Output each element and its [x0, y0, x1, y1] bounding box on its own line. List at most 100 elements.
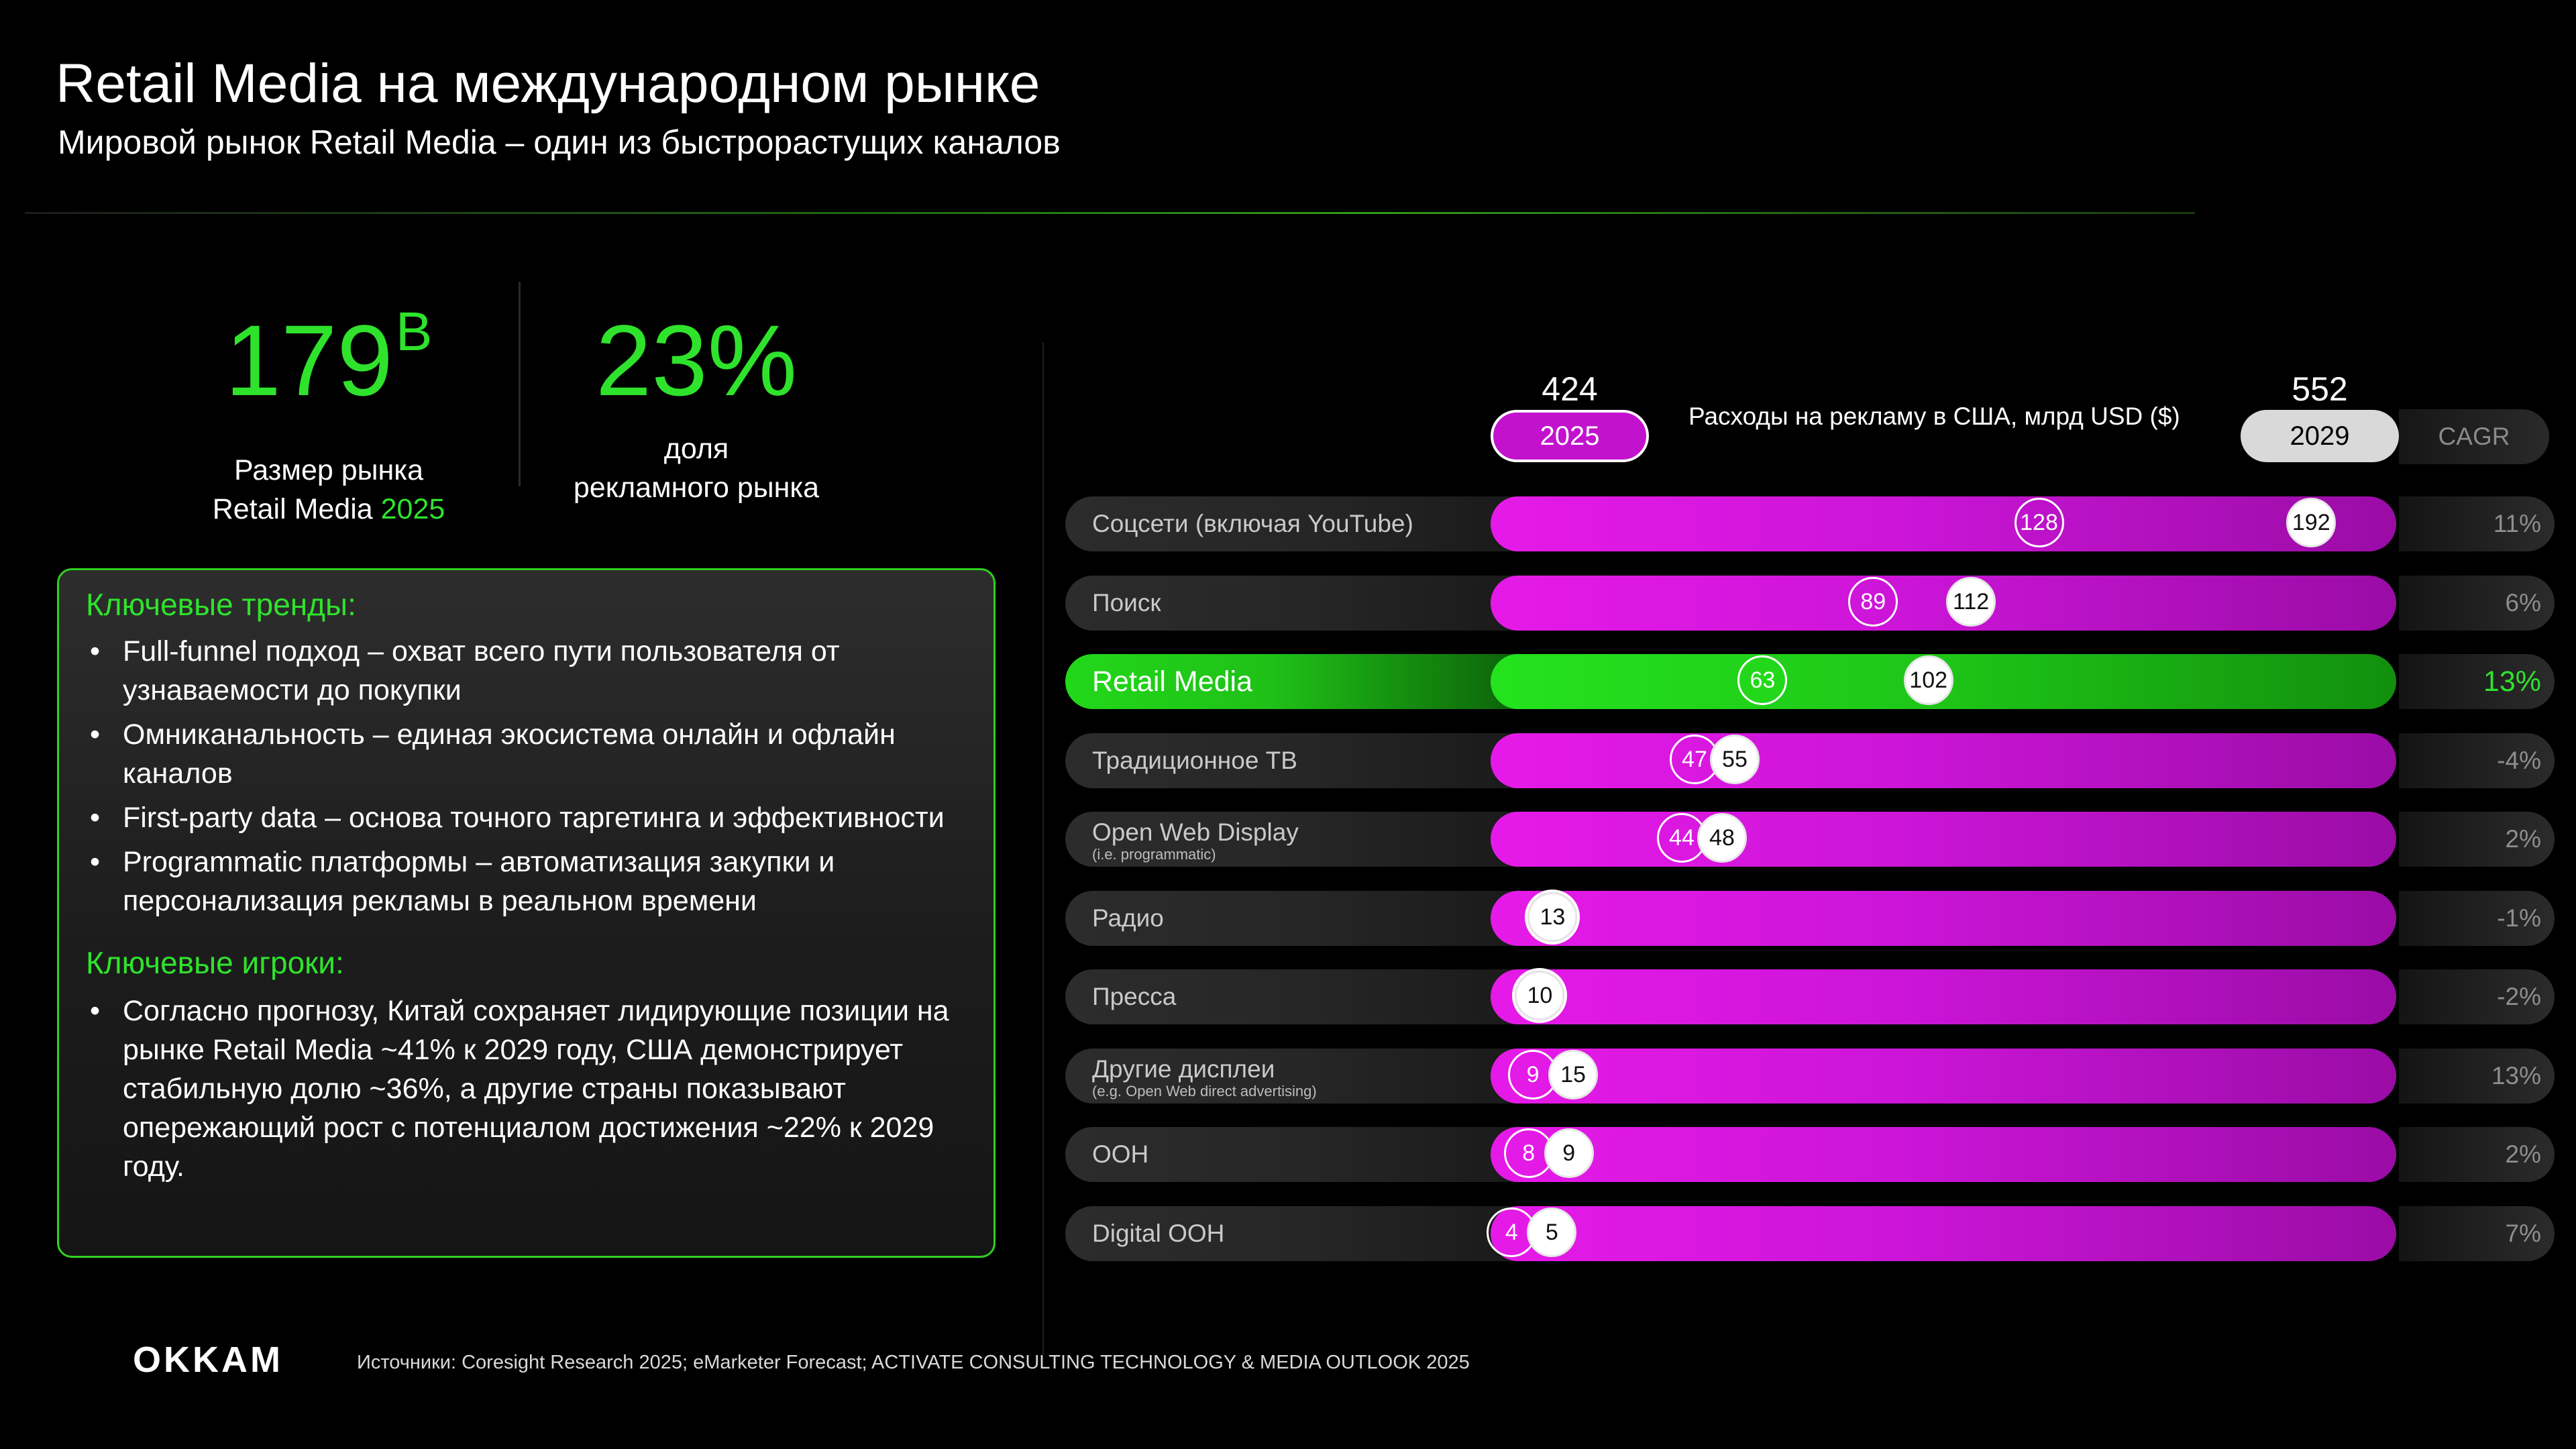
row-label: Digital OOH — [1092, 1206, 1224, 1261]
row-cagr-background — [2399, 496, 2555, 551]
row-cagr-background — [2399, 575, 2555, 631]
row-bar-track — [1491, 969, 2396, 1024]
row-label-text: Поиск — [1092, 588, 1161, 616]
row-cagr-value: -2% — [2497, 983, 2541, 1010]
row-bar-track — [1491, 733, 2396, 788]
chart-rows: Соцсети (включая YouTube) 11% 128 192 Поиск 6… — [1065, 496, 2555, 1281]
page-subtitle: Мировой рынок Retail Media – один из быс… — [58, 123, 1061, 161]
row-sublabel: (i.e. programmatic) — [1092, 846, 1216, 863]
row-bar-track — [1491, 890, 2396, 946]
bubble-2025: 13 — [1525, 889, 1580, 945]
row-bar-track — [1491, 496, 2396, 551]
trend-item-text: Омниканальность – единая экосистема онла… — [123, 718, 896, 790]
row-label-text: OOH — [1092, 1140, 1149, 1168]
bubble-2025: 10 — [1512, 968, 1568, 1023]
kpi-share-value: 23% — [595, 304, 798, 417]
bubble-2029: 15 — [1548, 1049, 1599, 1099]
chart-row: Другие дисплеи (e.g. Open Web direct adve… — [1065, 1048, 2555, 1104]
bubble-2025: 89 — [1848, 576, 1898, 627]
trend-item: • First-party data – основа точного тарге… — [86, 798, 978, 837]
row-bar-track — [1491, 575, 2396, 631]
bullet-glyph: • — [90, 718, 101, 751]
row-label-text: Другие дисплеи — [1092, 1055, 1275, 1083]
kpi-market-size-value: 179B — [174, 305, 483, 411]
row-bar-track — [1491, 1048, 2396, 1104]
bubble-2029: 55 — [1709, 734, 1760, 784]
row-label: Retail Media — [1092, 654, 1252, 709]
row-cagr-background — [2399, 969, 2555, 1024]
players-heading: Ключевые игроки: — [86, 945, 344, 980]
column-divider — [1042, 342, 1044, 1355]
row-label: Пресса — [1092, 969, 1176, 1024]
row-label: Поиск — [1092, 576, 1161, 631]
row-sublabel: (e.g. Open Web direct advertising) — [1092, 1082, 1317, 1099]
row-cagr-value: -4% — [2497, 746, 2541, 774]
row-cagr-background — [2399, 1048, 2555, 1104]
kpi-market-size-label-line1: Размер рынка — [234, 454, 423, 486]
trends-list: • Full-funnel подход – охват всего пути п… — [86, 632, 978, 926]
row-cagr-value: 7% — [2505, 1219, 2541, 1247]
row-cagr-value: -1% — [2497, 904, 2541, 932]
bullet-glyph: • — [90, 802, 101, 834]
header-divider — [25, 212, 2195, 214]
bubble-2029: 9 — [1544, 1128, 1594, 1178]
page-title: Retail Media на международном рынке — [56, 53, 1040, 114]
row-cagr-value: 11% — [2493, 510, 2541, 537]
kpi-share-label: доля рекламного рынка — [522, 429, 871, 507]
row-label-text: Пресса — [1092, 983, 1177, 1010]
kpi-market-size-label: Размер рынка Retail Media 2025 — [154, 451, 503, 529]
chart-row: Digital OOH 7% 4 5 — [1065, 1205, 2555, 1261]
row-cagr-value: 2% — [2505, 1140, 2541, 1168]
chart-row: Традиционное ТВ -4% 47 55 — [1065, 733, 2555, 788]
kpi-market-size-label-text: Retail Media — [212, 493, 373, 525]
cagr-header: CAGR — [2399, 409, 2549, 464]
row-bar-track — [1491, 812, 2396, 867]
trend-item-text: Full-funnel подход – охват всего пути по… — [123, 635, 840, 706]
total-2029: 552 — [2292, 370, 2348, 408]
row-cagr-value: 2% — [2505, 825, 2541, 853]
row-label-text: Соцсети (включая YouTube) — [1092, 510, 1413, 537]
row-label-text: Digital OOH — [1092, 1219, 1225, 1247]
trend-item-text: First-party data – основа точного таргет… — [123, 802, 945, 834]
bubble-2029: 192 — [2286, 498, 2337, 547]
bullet-glyph: • — [90, 995, 101, 1027]
bubble-2025: 63 — [1737, 655, 1788, 705]
bubble-2029: 5 — [1527, 1207, 1577, 1257]
row-cagr-background — [2399, 812, 2555, 867]
chart-row: Пресса-2%1010 — [1065, 968, 2555, 1024]
kpi-market-size-year: 2025 — [380, 493, 445, 525]
chart-caption: Расходы на рекламу в США, млрд USD ($) — [1688, 402, 2180, 430]
trend-item-text: Programmatic платформы – автоматизация з… — [123, 846, 835, 917]
chart-row: Соцсети (включая YouTube) 11% 128 192 — [1065, 496, 2555, 551]
chart-row: Open Web Display (i.e. programmatic) 2% 44 4… — [1065, 812, 2555, 867]
total-2025: 424 — [1542, 370, 1598, 408]
players-list: • Согласно прогнозу, Китай сохраняет лиди… — [86, 991, 978, 1191]
trend-item: • Full-funnel подход – охват всего пути п… — [86, 632, 978, 710]
trends-heading: Ключевые тренды: — [86, 587, 356, 622]
kpi-market-size-label-line2: Retail Media 2025 — [154, 490, 503, 529]
row-cagr-background — [2399, 733, 2555, 788]
chart-row: Радио-1%1313 — [1065, 889, 2555, 946]
bubble-2029: 102 — [1903, 655, 1953, 705]
row-cagr-background — [2399, 890, 2555, 946]
key-trends-panel: Ключевые тренды: • Full-funnel подход – о… — [57, 568, 996, 1258]
legend-2025-pill: 2025 — [1491, 410, 1649, 462]
kpi-market-size-number: 179 — [225, 304, 393, 417]
kpi-market-size-suffix: B — [395, 301, 433, 362]
player-item: • Согласно прогнозу, Китай сохраняет лиди… — [86, 991, 978, 1186]
row-cagr-value: 13% — [2483, 665, 2541, 698]
row-label: Другие дисплеи (e.g. Open Web direct adve… — [1092, 1055, 1317, 1110]
row-bar-track — [1491, 1205, 2396, 1261]
row-label: Соцсети (включая YouTube) — [1092, 496, 1413, 551]
row-bar-track — [1491, 1127, 2396, 1182]
sources-note: Источники: Coresight Research 2025; eMar… — [357, 1352, 1470, 1373]
row-cagr-value: 6% — [2505, 588, 2541, 616]
row-cagr-background — [2399, 1127, 2555, 1182]
row-label-text: Традиционное ТВ — [1092, 746, 1297, 774]
row-cagr-value: 13% — [2491, 1061, 2541, 1089]
chart-row: Поиск 6% 89 112 — [1065, 575, 2555, 631]
row-label: Радио — [1092, 891, 1164, 946]
row-cagr-background — [2399, 1205, 2555, 1261]
player-item-text: Согласно прогнозу, Китай сохраняет лидир… — [123, 995, 949, 1183]
row-label-text: Радио — [1092, 904, 1164, 932]
